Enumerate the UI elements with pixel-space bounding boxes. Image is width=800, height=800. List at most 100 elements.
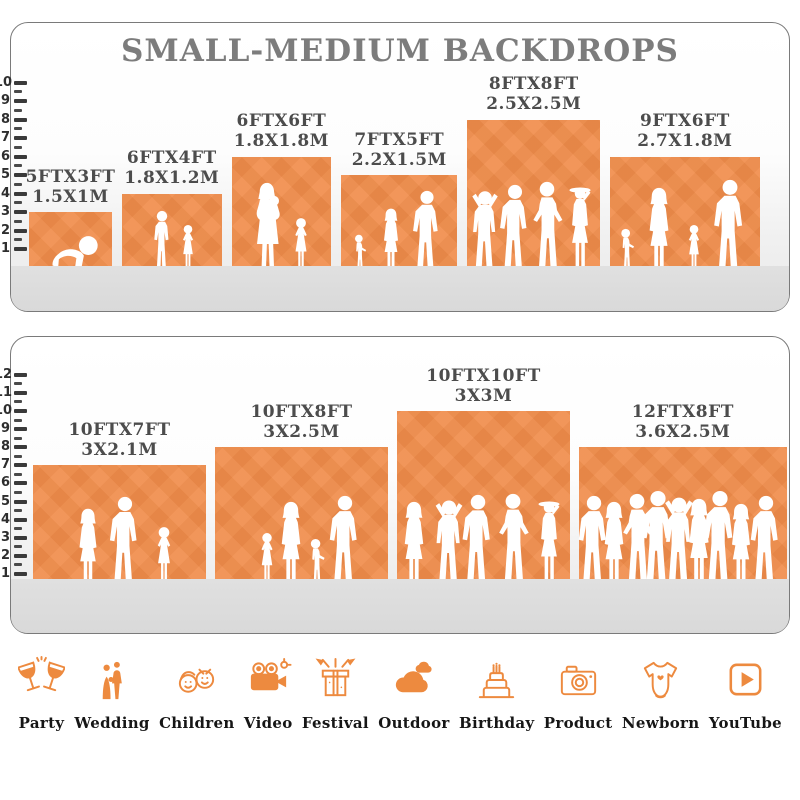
backdrop-size-label: 6FTX4FT 1.8X1.2M xyxy=(124,148,219,188)
toddler-silhouette xyxy=(352,234,367,272)
backdrop-size-label: 6FTX6FT 1.8X1.8M xyxy=(234,111,329,151)
ruler-number: 10 xyxy=(0,74,13,90)
woman-hat-silhouette xyxy=(563,184,598,272)
size-metric-text: 3X2.5M xyxy=(263,422,340,443)
ruler-tick-major xyxy=(14,481,27,486)
size-feet-text: 12FTX8FT xyxy=(631,402,734,423)
toddler-silhouette xyxy=(618,228,636,272)
size-metric-text: 2.2X1.5M xyxy=(351,149,447,170)
category-item-video: Video xyxy=(244,656,293,732)
backdrop-size-label: 8FTX8FT 2.5X2.5M xyxy=(486,74,581,114)
ruler-tick-minor xyxy=(14,182,22,186)
ruler-number: 12 xyxy=(0,366,13,382)
size-metric-text: 1.8X1.8M xyxy=(233,131,329,152)
ruler-tick-minor xyxy=(14,436,22,440)
ruler-tick-minor xyxy=(14,108,22,112)
ruler-tick-minor xyxy=(14,454,22,458)
backdrop-size-label: 12FTX8FT 3.6X2.5M xyxy=(632,402,734,442)
outdoor-icon xyxy=(390,656,437,703)
ruler-tick-major xyxy=(14,427,27,432)
woman-baby-silhouette xyxy=(248,182,284,272)
ruler-tick-minor xyxy=(14,219,22,223)
size-feet-text: 7FTX5FT xyxy=(354,129,445,150)
ruler-tick-major xyxy=(14,228,27,233)
woman-silhouette xyxy=(682,498,717,585)
man-silhouette xyxy=(460,494,496,585)
ruler-tick-major xyxy=(14,80,27,85)
ruler-number: 6 xyxy=(0,475,10,491)
ruler-number: 10 xyxy=(0,403,13,418)
ruler-number: 5 xyxy=(0,167,10,182)
category-label: Wedding xyxy=(74,714,150,732)
category-item-newborn: Newborn xyxy=(622,656,700,732)
size-feet-text: 9FTX6FT xyxy=(639,111,730,132)
size-feet-text: 5FTX3FT xyxy=(25,166,116,187)
ruler-tick-major xyxy=(14,463,27,468)
category-item-product: Product xyxy=(544,656,613,732)
backdrop-bar xyxy=(578,447,787,583)
boy-silhouette xyxy=(150,210,175,272)
ruler-tick-major xyxy=(14,117,27,122)
category-label: Party xyxy=(18,714,65,732)
ruler-tick-minor xyxy=(14,472,22,476)
category-item-party: Party xyxy=(18,656,65,732)
ruler-number: 6 xyxy=(0,148,10,164)
woman-silhouette xyxy=(73,508,104,585)
backdrop-size-label: 10FTX10FT 3X3M xyxy=(426,366,540,406)
woman-silhouette xyxy=(274,501,308,585)
ruler-number: 4 xyxy=(0,185,10,201)
ruler-tick-major xyxy=(14,409,27,413)
floor-strip xyxy=(11,579,789,633)
ruler-tick-major xyxy=(14,247,27,251)
category-label: YouTube xyxy=(708,714,782,732)
girl-silhouette xyxy=(256,532,277,585)
ruler-number: 8 xyxy=(0,111,10,127)
woman-silhouette xyxy=(597,501,631,585)
size-metric-text: 1.5X1M xyxy=(32,186,109,207)
ruler-number: 9 xyxy=(0,421,10,437)
man-silhouette xyxy=(639,490,677,585)
category-label: Product xyxy=(543,714,613,732)
woman-silhouette xyxy=(378,208,403,272)
category-label: Video xyxy=(243,714,293,732)
backdrop-bar xyxy=(215,447,388,584)
size-feet-text: 8FTX8FT xyxy=(488,74,579,95)
ruler-tick-major xyxy=(14,553,27,558)
backdrop-size-label: 10FTX8FT 3X2.5M xyxy=(250,402,352,442)
category-item-festival: Festival xyxy=(302,656,369,732)
wedding-icon xyxy=(89,656,136,703)
backdrop-bar xyxy=(610,156,760,271)
category-label: Birthday xyxy=(458,714,535,732)
toddler-silhouette xyxy=(308,538,327,585)
product-icon xyxy=(555,656,602,703)
size-feet-text: 10FTX7FT xyxy=(68,420,171,441)
man-silhouette xyxy=(576,495,612,585)
girl-silhouette xyxy=(178,224,197,272)
size-feet-text: 10FTX8FT xyxy=(250,402,353,423)
girl-silhouette xyxy=(290,217,312,272)
newborn-icon xyxy=(637,656,684,703)
ruler-tick-major xyxy=(14,154,27,159)
ruler-number: 3 xyxy=(0,529,10,545)
man-silhouette xyxy=(411,190,444,272)
ruler-tick-major xyxy=(14,445,27,450)
category-label: Newborn xyxy=(621,714,700,732)
backdrop-bar xyxy=(397,411,570,583)
ruler-tick-major xyxy=(14,136,27,140)
girl-silhouette xyxy=(153,526,177,585)
ruler-tick-major xyxy=(14,372,27,377)
category-item-outdoor: Outdoor xyxy=(378,656,449,732)
ruler-number: 4 xyxy=(0,511,10,527)
ruler-number: 1 xyxy=(0,565,10,581)
size-metric-text: 2.7X1.8M xyxy=(637,131,733,152)
backdrop-bar xyxy=(231,156,332,271)
man-akimbo-silhouette xyxy=(494,493,531,585)
category-item-youtube: YouTube xyxy=(709,656,782,732)
panel-medium-backdrops: 123456789101112 10FTX7FT3X2.1M10FTX8FT3X… xyxy=(0,336,790,634)
size-feet-text: 6FTX6FT xyxy=(236,111,327,132)
backdrop-size-label: 5FTX3FT 1.5X1M xyxy=(26,167,116,207)
category-item-wedding: Wedding xyxy=(74,656,149,732)
video-icon xyxy=(245,656,292,703)
category-item-birthday: Birthday xyxy=(459,656,534,732)
